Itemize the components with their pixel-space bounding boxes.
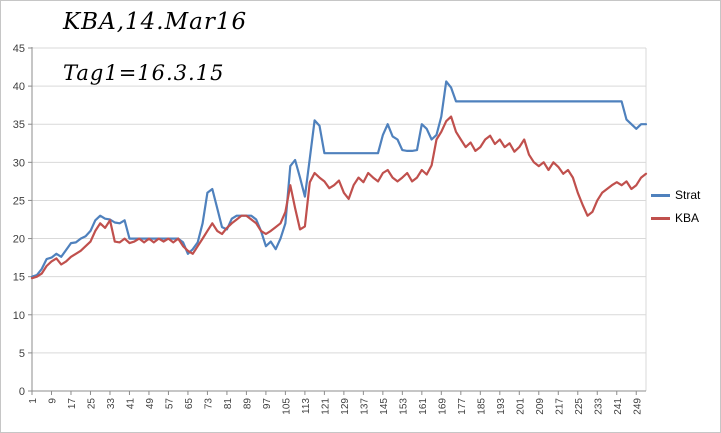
x-axis-tick-label: 153 — [398, 398, 409, 415]
x-axis-tick-label: 1 — [28, 398, 39, 404]
x-axis-tick-label: 9 — [47, 398, 58, 404]
y-axis-tick-label: 35 — [13, 119, 25, 131]
x-axis-tick-label: 25 — [86, 398, 97, 410]
legend-item-strat[interactable]: Strat — [651, 189, 700, 201]
y-axis-tick-label: 10 — [13, 310, 25, 322]
y-axis-tick-label: 30 — [13, 157, 25, 169]
x-axis-tick-label: 241 — [613, 398, 624, 415]
x-axis-tick-label: 73 — [203, 398, 214, 410]
y-axis-tick-label: 5 — [19, 348, 25, 360]
x-axis-tick-label: 113 — [301, 398, 312, 414]
y-axis-tick-label: 25 — [13, 195, 25, 207]
x-axis-tick-label: 249 — [632, 398, 643, 415]
x-axis-tick-label: 89 — [242, 398, 253, 410]
x-axis-tick-label: 201 — [515, 398, 526, 415]
series-line-kba — [30, 115, 648, 280]
y-axis-tick-label: 0 — [19, 386, 25, 398]
x-axis-tick-label: 121 — [320, 398, 331, 415]
legend: Strat KBA — [651, 189, 700, 224]
chart-annotation-title: KBA,14.Mar16 — [63, 9, 248, 35]
series-line-strat — [30, 80, 648, 278]
y-axis-tick-label: 20 — [13, 234, 25, 246]
x-axis-tick-label: 17 — [67, 398, 78, 410]
x-axis-tick-label: 49 — [145, 398, 156, 410]
x-axis-tick-label: 65 — [184, 398, 195, 410]
legend-item-label: Strat — [675, 188, 701, 202]
x-axis-tick-label: 81 — [223, 398, 234, 410]
x-axis-tick-label: 33 — [106, 398, 117, 410]
x-axis-tick-label: 161 — [418, 398, 429, 415]
x-axis-tick-label: 233 — [593, 398, 604, 415]
x-axis-tick-label: 169 — [437, 398, 448, 415]
x-axis-tick-label: 209 — [535, 398, 546, 415]
x-axis-tick-label: 217 — [554, 398, 565, 415]
y-axis-tick-label: 15 — [13, 272, 25, 284]
x-axis-tick-label: 177 — [457, 398, 468, 415]
legend-line-swatch — [651, 193, 670, 197]
x-axis-tick-label: 57 — [164, 398, 175, 410]
legend-item-label: KBA — [675, 211, 700, 225]
x-axis-tick-label: 105 — [281, 398, 292, 415]
x-axis-tick-label: 145 — [379, 398, 390, 415]
x-axis-tick-label: 41 — [125, 398, 136, 410]
legend-item-kba[interactable]: KBA — [651, 212, 700, 224]
chart-annotation-subtitle: Tag1=16.3.15 — [63, 61, 225, 85]
x-axis-tick-label: 185 — [476, 398, 487, 415]
x-axis-tick-label: 137 — [359, 398, 370, 415]
x-axis-tick-label: 97 — [262, 398, 273, 410]
x-axis-tick-label: 193 — [496, 398, 507, 415]
y-axis-tick-label: 45 — [13, 43, 25, 55]
legend-line-swatch — [651, 216, 670, 220]
x-axis-tick-label: 225 — [574, 398, 585, 415]
x-axis-tick-label: 129 — [340, 398, 351, 415]
y-axis-tick-label: 40 — [13, 81, 25, 93]
